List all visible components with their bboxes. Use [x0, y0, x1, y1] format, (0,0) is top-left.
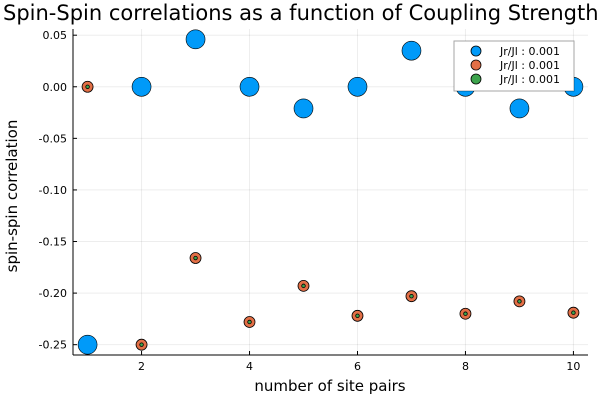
- ticks: 2 4 6 8 10 0.05 0.00 -0.05 -0.10 -0.15 -0.20 -0.25: [39, 29, 581, 373]
- legend-marker-1: [470, 45, 482, 57]
- data-point-series-3: [193, 255, 198, 261]
- y-axis-label: spin-spin correlation: [3, 120, 21, 273]
- x-tick-label: 4: [246, 360, 253, 373]
- data-point-series-3: [355, 313, 360, 318]
- data-point-series-3: [463, 311, 468, 316]
- data-point-series-1: [77, 334, 98, 355]
- y-tick-label: -0.20: [39, 287, 67, 300]
- plot-frame: [72, 29, 588, 356]
- x-tick-label: 8: [462, 360, 469, 373]
- legend-label-2: Jr/Jl : 0.001: [499, 59, 560, 72]
- legend-marker-3: [470, 73, 482, 85]
- data-point-series-3: [571, 310, 576, 315]
- data-point-series-3: [517, 299, 522, 304]
- data-point-series-1: [185, 29, 206, 50]
- data-point-series-1: [131, 76, 152, 97]
- legend-label-3: Jr/Jl : 0.001: [499, 73, 560, 86]
- data-point-series-3: [247, 319, 252, 325]
- y-tick-label: -0.05: [39, 132, 67, 145]
- x-tick-label: 2: [138, 360, 145, 373]
- data-point-series-3: [85, 84, 90, 89]
- y-tick-label: 0.00: [43, 81, 68, 94]
- data-point-series-1: [239, 76, 260, 97]
- legend-label-1: Jr/Jl : 0.001: [499, 45, 560, 58]
- data-point-series-1: [347, 76, 368, 97]
- y-tick-label: -0.10: [39, 184, 67, 197]
- data-point-series-1: [509, 98, 530, 119]
- x-tick-label: 10: [566, 360, 580, 373]
- y-tick-label: -0.15: [39, 236, 67, 249]
- y-tick-label: 0.05: [43, 29, 68, 42]
- data-point-series-3: [139, 342, 144, 347]
- data-point-series-1: [293, 98, 314, 119]
- data-point-series-1: [401, 40, 422, 61]
- x-axis-label: number of site pairs: [254, 377, 405, 395]
- chart-title: Spin-Spin correlations as a function of …: [3, 1, 599, 25]
- data-point-series-3: [301, 283, 306, 289]
- y-tick-label: -0.25: [39, 339, 67, 352]
- x-tick-label: 6: [354, 360, 361, 373]
- data-points: [77, 29, 584, 355]
- data-point-series-3: [409, 293, 414, 299]
- legend-marker-2: [470, 59, 482, 71]
